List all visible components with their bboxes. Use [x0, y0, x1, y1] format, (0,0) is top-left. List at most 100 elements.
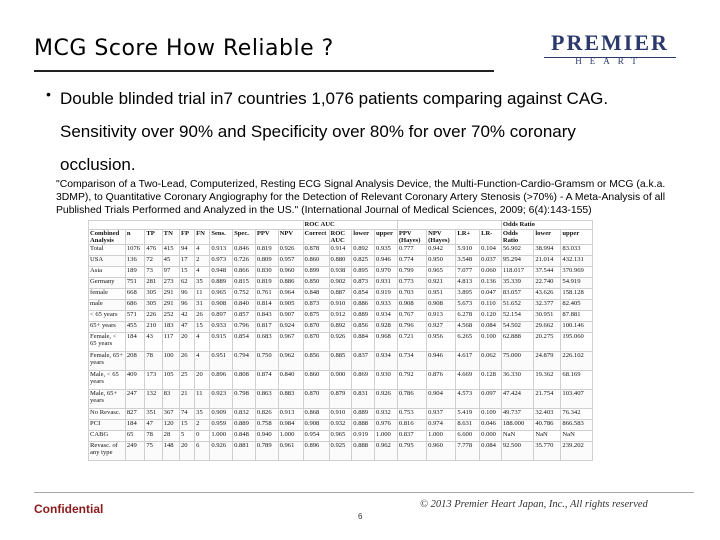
table-cell: 0.880: [328, 255, 353, 267]
table-cell: 0.984: [277, 419, 304, 431]
table-cell: 571: [124, 310, 146, 322]
table-cell: 226: [144, 310, 163, 322]
row-label: CABG: [88, 430, 126, 442]
table-cell: 0.946: [426, 351, 457, 371]
table-cell: 0.970: [374, 266, 398, 278]
table-cell: 0.100: [479, 332, 502, 352]
table-cell: 0.960: [426, 441, 457, 461]
row-label: USA: [88, 255, 126, 267]
table-cell: 0.796: [396, 321, 428, 333]
row-label: Total: [88, 244, 126, 256]
table-row: Female, < 65 years 184 43 117 20 4 0.915 0.854 0…: [88, 332, 593, 352]
table-cell: 0.734: [396, 351, 428, 371]
table-cell: 5.419: [455, 408, 481, 420]
table-cell: 35.339: [500, 277, 535, 289]
table-cell: NaN: [560, 430, 593, 442]
table-cell: 4.669: [455, 370, 481, 390]
table-cell: 0.914: [328, 244, 353, 256]
table-cell: 0.840: [277, 370, 304, 390]
table-cell: 8.631: [455, 419, 481, 431]
table-cell: 184: [124, 332, 146, 352]
table-cell: 0.881: [232, 441, 256, 461]
table-cell: 0.097: [479, 389, 502, 409]
table-cell: 75.000: [500, 351, 535, 371]
table-cell: 0.889: [351, 310, 376, 322]
column-header: NPV (Hayes): [426, 229, 457, 245]
footer-divider: [34, 492, 694, 493]
table-cell: 0.896: [209, 370, 234, 390]
table-cell: 0.814: [254, 299, 279, 311]
table-cell: 158.128: [560, 288, 593, 300]
table-cell: 56.902: [500, 244, 535, 256]
table-cell: 0.860: [302, 370, 330, 390]
table-cell: 0.895: [351, 266, 376, 278]
table-cell: 0.889: [351, 408, 376, 420]
table-header: Combined Analysis n TP TN FP FN Sens. Spec. PPV N…: [88, 229, 593, 245]
table-cell: 0.878: [302, 244, 330, 256]
table-cell: 0.753: [396, 408, 428, 420]
table-cell: 0.961: [277, 441, 304, 461]
table-cell: 291: [161, 299, 181, 311]
table-cell: 35.770: [533, 441, 562, 461]
logo-subtitle: HEART: [575, 56, 645, 66]
table-cell: 0.886: [351, 299, 376, 311]
table-cell: 0.892: [351, 244, 376, 256]
results-table-container: ROC AUC Odds Ratio Combined Analysis n TP TN…: [88, 220, 593, 468]
table-cell: 0.799: [396, 266, 428, 278]
table-cell: 0.951: [209, 351, 234, 371]
row-label: 65+ years: [88, 321, 126, 333]
logo-divider: [544, 57, 676, 58]
table-cell: 0.900: [328, 370, 353, 390]
table-cell: 0.873: [302, 299, 330, 311]
table-cell: 0.837: [351, 351, 376, 371]
table-cell: 0.924: [277, 321, 304, 333]
table-cell: 28: [161, 430, 181, 442]
table-cell: 4: [194, 244, 211, 256]
table-cell: 0.120: [479, 310, 502, 322]
table-cell: 32.377: [533, 299, 562, 311]
table-cell: 0.875: [302, 310, 330, 322]
table-cell: 281: [144, 277, 163, 289]
table-row: Male, 65+ years 247 132 83 21 11 0.923 0.798 0.8…: [88, 389, 593, 409]
table-cell: 0.910: [328, 299, 353, 311]
table-cell: 96: [178, 288, 196, 300]
group-header-cell: ROC AUC: [302, 220, 398, 230]
table-cell: 827: [124, 408, 146, 420]
table-cell: 247: [124, 389, 146, 409]
table-cell: 0.905: [277, 299, 304, 311]
table-cell: 0.899: [302, 266, 330, 278]
table-cell: 866.583: [560, 419, 593, 431]
table-cell: 0.873: [351, 277, 376, 289]
table-cell: 78: [144, 430, 163, 442]
column-header: TN: [161, 229, 181, 245]
table-cell: 26: [194, 310, 211, 322]
table-cell: 68.169: [560, 370, 593, 390]
table-cell: 0.923: [209, 389, 234, 409]
table-row: No Revasc. 827 351 367 74 35 0.909 0.832 0.826 0.…: [88, 408, 593, 420]
table-cell: 0.919: [351, 430, 376, 442]
table-cell: 0.830: [254, 266, 279, 278]
table-cell: 0.883: [277, 389, 304, 409]
table-cell: 0.848: [232, 430, 256, 442]
column-header: Odds Ratio: [500, 229, 535, 245]
table-cell: 0.927: [426, 321, 457, 333]
column-header: lower: [351, 229, 376, 245]
column-header: LR+: [455, 229, 481, 245]
confidential-label: Confidential: [34, 502, 104, 516]
table-cell: 0.703: [396, 288, 428, 300]
table-cell: 35: [194, 408, 211, 420]
table-cell: 0.109: [479, 408, 502, 420]
table-cell: 0.897: [209, 310, 234, 322]
table-cell: 94: [178, 244, 196, 256]
table-cell: 0.750: [254, 351, 279, 371]
table-cell: 2: [194, 255, 211, 267]
table-cell: 0.930: [374, 370, 398, 390]
table-cell: 15: [178, 266, 196, 278]
table-cell: 0.933: [209, 321, 234, 333]
column-header: FP: [178, 229, 196, 245]
table-cell: 0.789: [254, 441, 279, 461]
table-row: Total 1076 476 415 94 4 0.913 0.846 0.819 0.926 0.…: [88, 244, 593, 256]
column-header: ROC AUC: [328, 229, 353, 245]
table-cell: 0.902: [328, 277, 353, 289]
table-cell: 0.870: [302, 321, 330, 333]
